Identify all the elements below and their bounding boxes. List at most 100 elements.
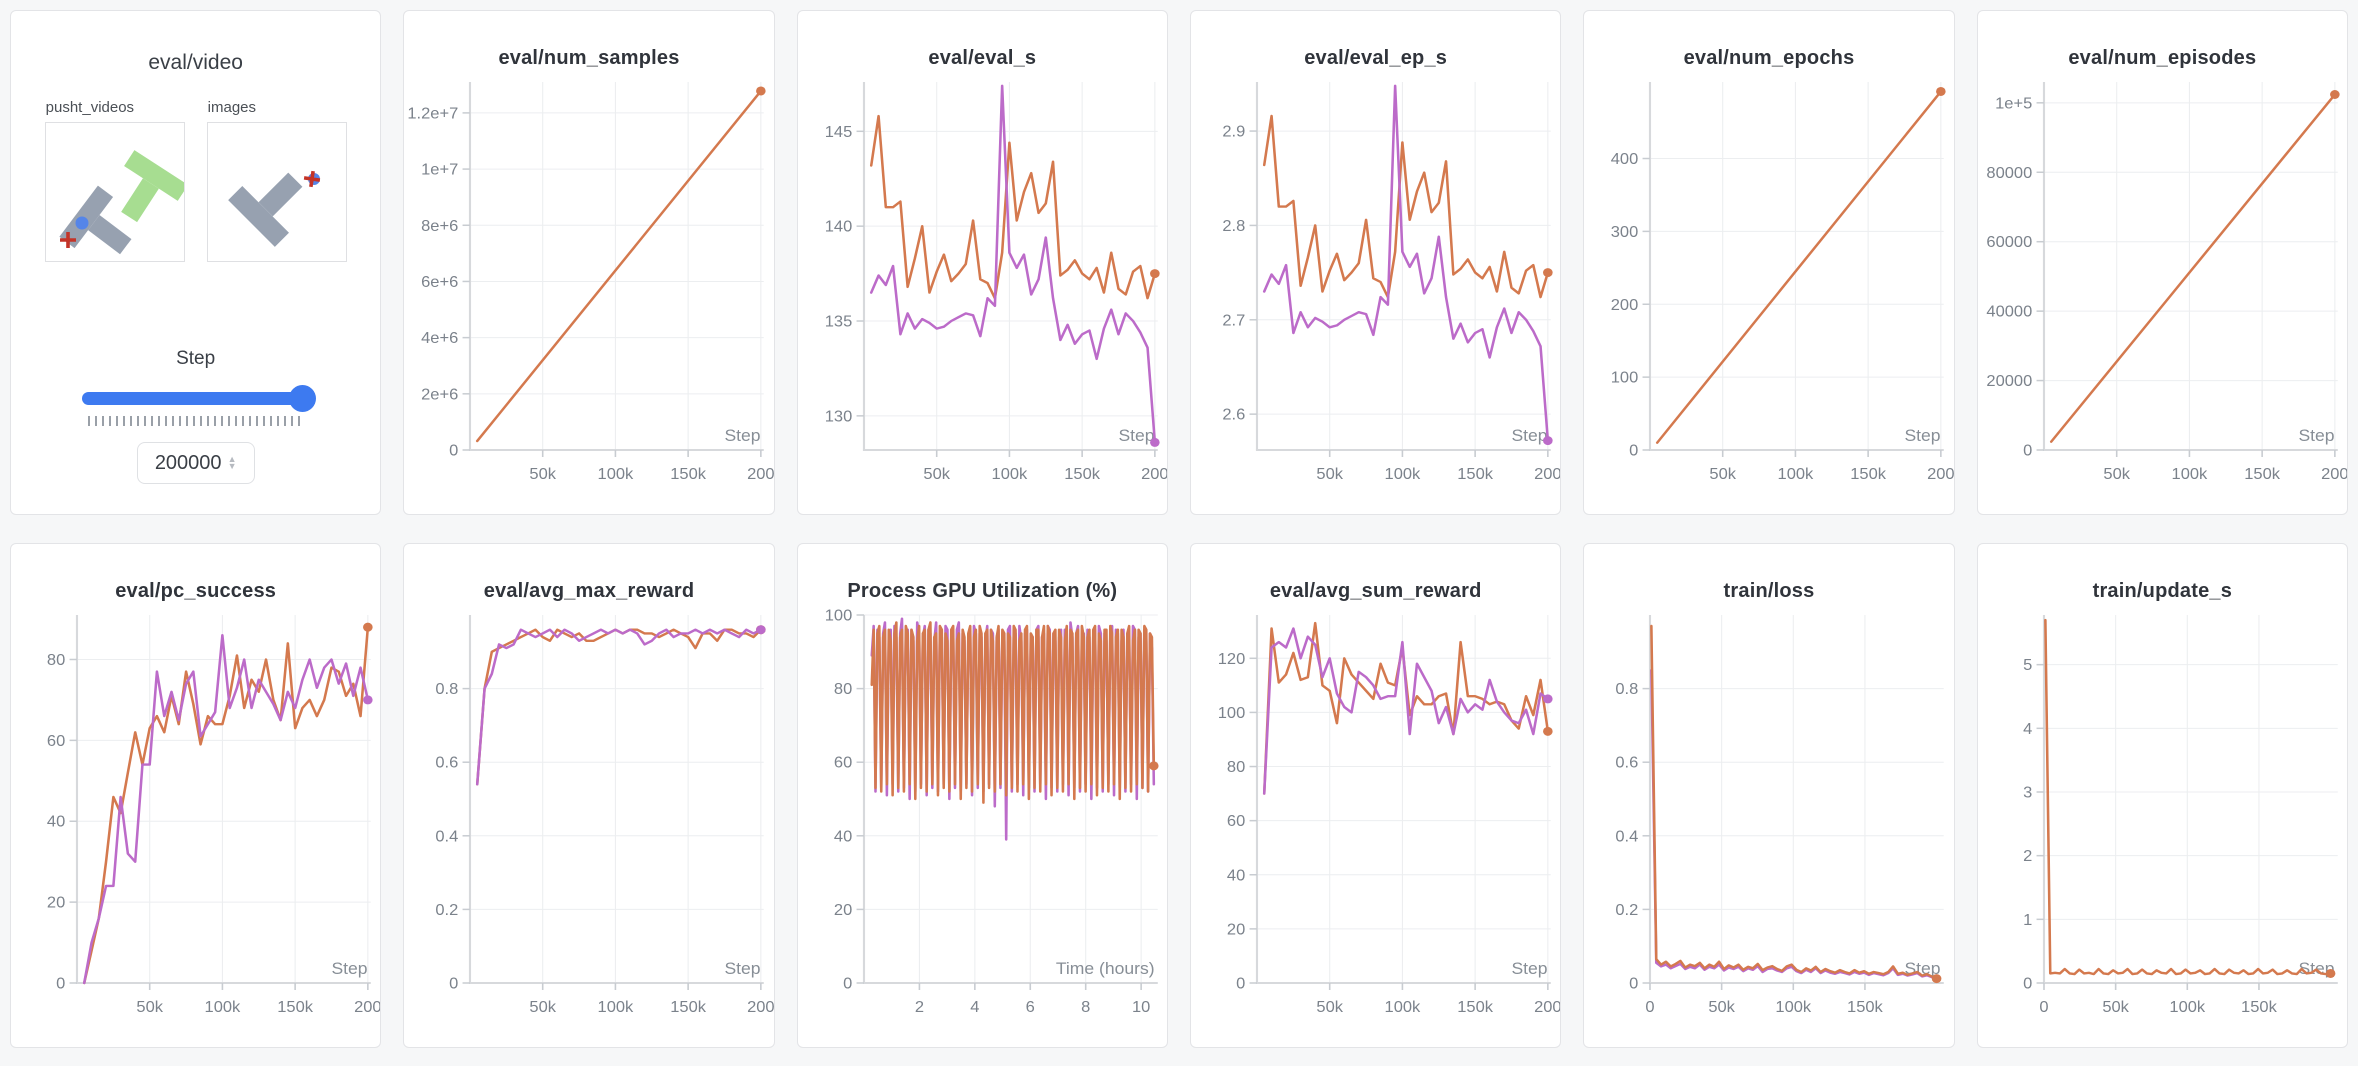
x-tick-label: 200 xyxy=(747,999,773,1015)
x-tick-label: 200 xyxy=(1534,466,1560,482)
y-tick-label: 0.4 xyxy=(436,829,459,845)
step-value-input[interactable]: 200000 ▲ ▼ xyxy=(136,442,255,484)
chart-canvas[interactable]: 0 100 200 300 400 50k 100k 150k 200 Step xyxy=(1584,76,1954,496)
y-tick-label: 60000 xyxy=(1986,235,2032,251)
x-axis-label: Step xyxy=(1511,959,1547,977)
y-tick-label: 60 xyxy=(1227,814,1245,830)
y-tick-label: 0 xyxy=(1629,443,1638,459)
chart-title: eval/num_epochs xyxy=(1683,47,1855,69)
series-end-dot-purple xyxy=(1543,436,1553,446)
y-tick-label: 0.4 xyxy=(1616,829,1639,845)
series-line-purple xyxy=(869,84,1156,444)
series-end-dot-orange xyxy=(2329,89,2340,99)
series-end-dot-orange xyxy=(1543,268,1553,278)
image-thumbnail[interactable] xyxy=(206,122,347,262)
chart-title: train/update_s xyxy=(2092,580,2233,602)
media-panel-title: eval/video xyxy=(148,51,243,74)
series-line-orange xyxy=(476,628,763,786)
slider-thumb[interactable] xyxy=(288,385,316,412)
chart-canvas[interactable]: 0 20 40 60 80 50k 100k 150k 200 Step xyxy=(11,609,380,1029)
x-tick-label: 0 xyxy=(1646,999,1655,1015)
y-tick-label: 60 xyxy=(834,755,852,771)
y-tick-label: 20 xyxy=(1227,922,1245,938)
series-line-purple xyxy=(476,628,763,786)
x-tick-label: 100k xyxy=(598,466,635,482)
chart-title: eval/pc_success xyxy=(115,580,277,602)
pusht-tee-gray xyxy=(227,172,303,247)
x-tick-label: 50k xyxy=(530,999,558,1015)
y-tick-label: 2.6 xyxy=(1222,407,1245,423)
thumbnail-row: pusht_videos xyxy=(44,99,347,262)
y-tick-label: 0 xyxy=(1629,976,1638,992)
thumbnail-images: images xyxy=(206,99,347,262)
series-end-dot-orange xyxy=(1936,86,1946,96)
x-tick-label: 150k xyxy=(1847,999,1884,1015)
y-tick-label: 0 xyxy=(843,976,852,992)
chart-canvas[interactable]: 0 20 40 60 80 100 2 4 6 8 10 Time (hours) xyxy=(798,609,1167,1029)
series-end-dot-purple xyxy=(1543,694,1553,704)
y-tick-label: 140 xyxy=(824,219,852,235)
x-tick-label: 150k xyxy=(671,999,708,1015)
y-tick-label: 20 xyxy=(834,902,852,918)
video-thumbnail[interactable] xyxy=(44,122,188,262)
x-tick-label: 4 xyxy=(970,999,979,1015)
x-tick-label: 100k xyxy=(1385,999,1422,1015)
x-tick-label: 100k xyxy=(205,999,242,1015)
x-tick-label: 200 xyxy=(747,466,773,482)
y-tick-label: 80000 xyxy=(1986,165,2032,181)
x-axis-label: Step xyxy=(1118,426,1154,444)
x-tick-label: 150k xyxy=(1457,466,1494,482)
number-stepper[interactable]: ▲ ▼ xyxy=(227,454,237,471)
y-tick-label: 0 xyxy=(2023,443,2032,459)
chart-canvas[interactable]: 2.6 2.7 2.8 2.9 50k 100k 150k 200 Step xyxy=(1191,76,1560,496)
series-line-orange xyxy=(869,114,1156,300)
pusht-tee-gray xyxy=(59,185,132,255)
x-tick-label: 200 xyxy=(354,999,380,1015)
y-tick-label: 40 xyxy=(1227,868,1245,884)
series-line-purple xyxy=(82,634,370,985)
y-tick-label: 1e+7 xyxy=(421,162,458,178)
step-slider[interactable] xyxy=(81,385,316,412)
chart-canvas[interactable]: 0 0.2 0.4 0.6 0.8 50k 100k 150k 200 Step xyxy=(404,609,774,1029)
chart-canvas[interactable]: 130 135 140 145 50k 100k 150k 200 Step xyxy=(798,76,1167,496)
chart-title: eval/avg_sum_reward xyxy=(1269,580,1482,602)
y-tick-label: 2.7 xyxy=(1222,313,1245,329)
chart-panel: eval/num_samples 0 2e+6 4e+6 6e+6 8e+6 1e+7 1.… xyxy=(403,10,775,515)
series-line-purple xyxy=(1262,627,1550,795)
chart-canvas[interactable]: 0 2e+6 4e+6 6e+6 8e+6 1e+7 1.2e+7 50k 100k 150k 20… xyxy=(404,76,774,496)
y-tick-label: 20 xyxy=(47,895,65,911)
chart-title: eval/num_samples xyxy=(498,47,680,69)
x-tick-label: 150k xyxy=(2244,466,2281,482)
x-tick-label: 50k xyxy=(2102,999,2130,1015)
y-tick-label: 100 xyxy=(1611,370,1639,386)
chart-canvas[interactable]: 0 20 40 60 80 100 120 50k 100k 150k 200 Step xyxy=(1191,609,1560,1029)
x-tick-label: 50k xyxy=(1316,466,1344,482)
y-tick-label: 20000 xyxy=(1986,373,2032,389)
y-tick-label: 100 xyxy=(1218,705,1246,721)
y-tick-label: 0 xyxy=(2023,976,2032,992)
target-cross-icon xyxy=(303,170,320,188)
panel-eval-video: eval/video pusht_videos xyxy=(10,10,382,515)
chart-panel: Process GPU Utilization (%) 0 20 40 60 80 100… xyxy=(796,543,1168,1048)
x-tick-label: 100k xyxy=(1776,999,1813,1015)
chart-title: eval/num_episodes xyxy=(2068,47,2257,69)
x-tick-label: 100k xyxy=(1778,466,1815,482)
stepper-down-icon[interactable]: ▼ xyxy=(227,461,237,471)
chart-panel: eval/avg_max_reward 0 0.2 0.4 0.6 0.8 50k 100k… xyxy=(403,543,775,1048)
slider-track[interactable] xyxy=(81,392,310,405)
chart-canvas[interactable]: 0 20000 40000 60000 80000 1e+5 50k 100k 150k 200 S… xyxy=(1978,76,2347,496)
chart-panel: train/loss 0 0.2 0.4 0.6 0.8 0 50k 100k 150k Step xyxy=(1583,543,1955,1048)
y-tick-label: 0 xyxy=(1236,976,1245,992)
x-tick-label: 50k xyxy=(136,999,164,1015)
chart-panel: eval/num_epochs 0 100 200 300 400 50k 100k 150k… xyxy=(1583,10,1955,515)
stepper-up-icon[interactable]: ▲ xyxy=(227,454,237,464)
chart-panel: eval/avg_sum_reward 0 20 40 60 80 100 120 50k 10… xyxy=(1190,543,1562,1048)
series-end-dot-orange xyxy=(1148,761,1159,771)
y-tick-label: 3 xyxy=(2023,785,2032,801)
pusht-tee-green xyxy=(120,150,188,223)
series-end-dot-orange xyxy=(1932,974,1942,984)
y-tick-label: 1 xyxy=(2023,912,2032,928)
series-end-dot-purple xyxy=(363,695,373,705)
